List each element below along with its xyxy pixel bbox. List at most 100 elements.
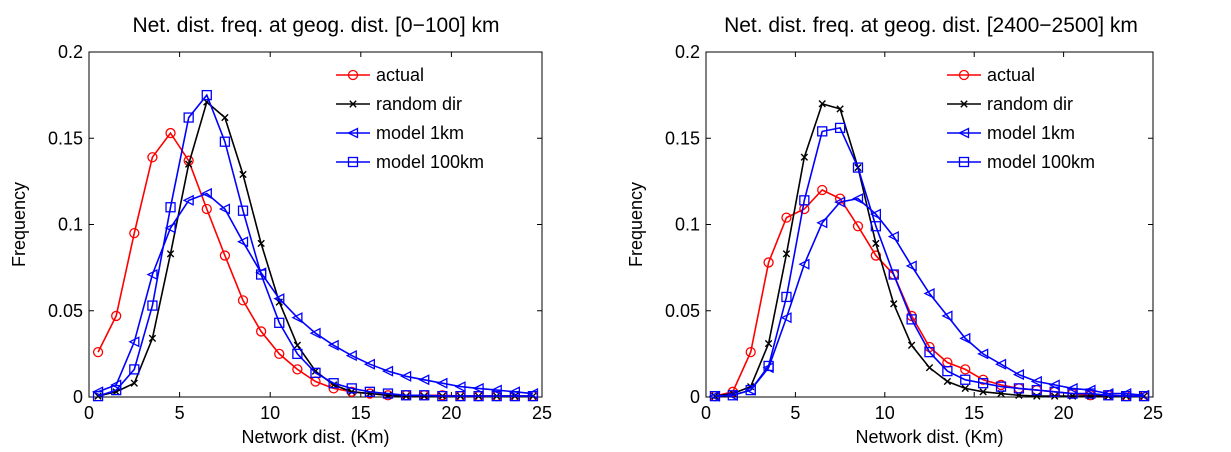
- data-point: [128, 336, 140, 348]
- data-point: [345, 350, 357, 362]
- data-point: [817, 184, 828, 196]
- data-point: [960, 374, 971, 385]
- data-point: [436, 377, 448, 389]
- data-point: [1031, 384, 1042, 396]
- data-point: [959, 332, 971, 344]
- data-point: [870, 221, 882, 232]
- data-point: [237, 205, 249, 216]
- plot-area: [705, 51, 1154, 398]
- legend-entry: model 100km: [987, 152, 1095, 172]
- data-point: [781, 291, 792, 303]
- data-point: [129, 227, 140, 239]
- data-point: [418, 374, 430, 386]
- legend-entry: model 1km: [376, 123, 464, 143]
- data-point: [309, 327, 321, 339]
- data-point: [763, 257, 774, 268]
- legend-entry: model 1km: [987, 123, 1075, 143]
- legend-entry: random dir: [376, 94, 462, 114]
- x-axis-label: Network dist. (Km): [241, 427, 389, 447]
- data-point: [852, 162, 864, 173]
- data-point: [363, 358, 376, 370]
- legend: actual random dir model 1km model 100km: [947, 65, 1095, 172]
- series-line: [97, 192, 533, 395]
- data-point: [402, 392, 410, 400]
- data-point: [1013, 383, 1025, 394]
- legend-entry: actual: [987, 65, 1035, 85]
- data-point: [995, 381, 1007, 392]
- x-tick-label: 20: [1054, 403, 1074, 423]
- data-point: [890, 300, 898, 308]
- series-model-100km: [709, 122, 1150, 402]
- data-point: [183, 112, 194, 123]
- series-line: [97, 93, 533, 397]
- data-point: [1103, 390, 1114, 401]
- data-point: [800, 153, 809, 161]
- data-point: [146, 268, 158, 281]
- data-point: [763, 360, 774, 372]
- data-point: [111, 384, 122, 396]
- data-point: [364, 386, 376, 397]
- data-point: [184, 160, 193, 168]
- data-point: [420, 392, 428, 400]
- data-point: [961, 384, 969, 393]
- series-model-1km: [708, 193, 1150, 402]
- x-tick-label: 25: [532, 403, 552, 423]
- series-random-dir: [711, 100, 1148, 400]
- x-tick-label: 25: [1143, 403, 1163, 423]
- data-point: [293, 341, 302, 349]
- legend-marker: [349, 100, 357, 108]
- data-point: [727, 390, 738, 401]
- data-point: [872, 239, 880, 248]
- data-point: [907, 341, 916, 349]
- legend-marker: [347, 127, 359, 139]
- y-tick-label: 0.05: [48, 301, 83, 321]
- data-point: [419, 390, 430, 401]
- data-point: [400, 370, 412, 382]
- data-point: [925, 363, 934, 372]
- data-point: [111, 310, 122, 322]
- data-point: [292, 348, 303, 360]
- data-point: [310, 367, 321, 379]
- chart-panel-2: Net. dist. freq. at geog. dist. [2400−25…: [626, 14, 1163, 447]
- data-point: [995, 358, 1007, 370]
- x-tick-label: 10: [260, 403, 280, 423]
- y-tick-label: 0.05: [665, 301, 700, 321]
- series-model-100km: [92, 89, 539, 402]
- data-point: [781, 212, 792, 223]
- data-point: [257, 239, 265, 248]
- data-point: [382, 365, 394, 377]
- data-point: [147, 152, 158, 163]
- data-point: [709, 390, 721, 402]
- data-point: [454, 381, 466, 393]
- y-tick-label: 0.2: [58, 42, 83, 62]
- data-point: [942, 365, 953, 377]
- data-point: [239, 170, 247, 179]
- data-point: [292, 364, 303, 375]
- y-axis-label: Frequency: [9, 182, 29, 267]
- data-point: [455, 390, 466, 402]
- data-point: [870, 250, 882, 261]
- y-tick-label: 0: [690, 387, 700, 407]
- data-point: [473, 390, 484, 402]
- data-point: [977, 378, 989, 389]
- legend-marker: [958, 127, 970, 139]
- data-point: [255, 269, 267, 280]
- series-model-1km: [92, 187, 539, 400]
- data-point: [869, 208, 882, 220]
- legend-marker: [347, 69, 359, 81]
- data-point: [164, 222, 176, 234]
- data-point: [182, 194, 194, 206]
- data-point: [924, 346, 935, 358]
- y-axis-label: Frequency: [626, 182, 646, 267]
- data-point: [887, 231, 899, 243]
- plot-area: [88, 51, 543, 398]
- data-point: [834, 196, 846, 208]
- x-tick-label: 10: [875, 403, 895, 423]
- data-point: [237, 295, 249, 306]
- data-point: [219, 250, 231, 261]
- data-point: [745, 346, 756, 358]
- x-tick-label: 5: [175, 403, 185, 423]
- data-point: [274, 348, 285, 360]
- data-point: [348, 388, 356, 396]
- data-point: [905, 260, 917, 272]
